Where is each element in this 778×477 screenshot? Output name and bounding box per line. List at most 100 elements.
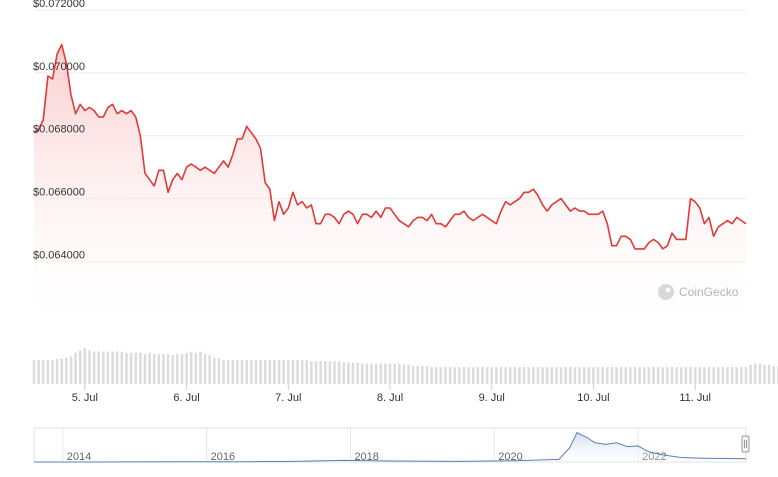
x-tick-label: 9. Jul — [479, 392, 505, 404]
volume-bar — [166, 354, 170, 384]
volume-bar — [629, 367, 632, 384]
volume-bar — [347, 362, 350, 384]
volume-bar — [97, 351, 100, 384]
volume-bar — [287, 360, 290, 384]
volume-bar — [319, 361, 322, 384]
volume-bar — [102, 351, 105, 384]
volume-bar — [726, 367, 729, 384]
volume-bar — [522, 367, 526, 384]
volume-bar — [555, 367, 558, 384]
volume-bar — [92, 351, 96, 384]
volume-bar — [610, 367, 614, 384]
navigator-year-label: 2016 — [211, 451, 235, 463]
y-tick-label: $0.066000 — [33, 187, 85, 199]
navigator-area — [34, 432, 746, 462]
volume-bar — [324, 361, 327, 384]
navigator[interactable]: 20142016201820202022 — [33, 427, 750, 463]
volume-bar — [111, 351, 114, 384]
volume-bar — [277, 360, 281, 384]
y-tick-label: $0.068000 — [33, 124, 85, 136]
volume-bar — [125, 352, 128, 384]
volume-bar — [545, 367, 549, 384]
volume-bar — [60, 358, 64, 384]
navigator-line — [34, 431, 747, 463]
volume-bar — [65, 357, 68, 384]
volume-bar — [407, 364, 410, 384]
volume-bar — [351, 362, 355, 384]
y-tick-label: $0.064000 — [33, 249, 85, 261]
volume-bar — [689, 367, 692, 384]
volume-bar — [448, 367, 452, 384]
volume-bar — [273, 360, 276, 384]
volume-bar — [374, 363, 378, 384]
volume-bar — [356, 362, 359, 384]
volume-bar — [143, 354, 147, 384]
volume-bar — [495, 367, 498, 384]
x-tick-label: 7. Jul — [275, 392, 301, 404]
volume-bar — [643, 367, 646, 384]
volume-bar — [619, 367, 623, 384]
volume-bar — [707, 367, 711, 384]
volume-bar — [365, 363, 369, 384]
volume-bar — [763, 364, 766, 384]
volume-bar — [411, 366, 415, 384]
volume-bar — [698, 367, 702, 384]
volume-bar — [481, 367, 484, 384]
volume-bar — [46, 360, 50, 384]
volume-bar — [425, 366, 429, 384]
volume-bar — [402, 364, 406, 384]
volume-bar — [176, 354, 179, 384]
volume-bar — [83, 348, 87, 384]
volume-bar — [208, 355, 211, 384]
volume-bar — [587, 367, 591, 384]
x-tick-label: 8. Jul — [377, 392, 403, 404]
volume-bar — [152, 354, 156, 384]
volume-bar — [129, 352, 133, 384]
volume-bar — [397, 363, 401, 384]
volume-bar — [148, 352, 151, 384]
volume-bar — [527, 367, 530, 384]
navigator-handle[interactable] — [741, 435, 750, 453]
x-tick-label: 10. Jul — [577, 392, 609, 404]
volume-bar — [240, 360, 244, 384]
volume-bar — [310, 361, 313, 384]
volume-bar — [740, 367, 743, 384]
volume-bar — [282, 360, 285, 384]
volume-bar — [592, 367, 595, 384]
volume-bar — [384, 363, 387, 384]
volume-bar — [328, 361, 332, 384]
volume-bar — [78, 350, 82, 384]
volume-bar — [416, 366, 420, 384]
volume-bar — [606, 367, 609, 384]
volume-bar — [337, 361, 341, 384]
volume-bar — [259, 360, 262, 384]
volume-bar — [51, 360, 54, 384]
volume-bar — [379, 363, 383, 384]
volume-bar — [37, 360, 40, 384]
volume-bar — [730, 367, 734, 384]
volume-bar — [467, 367, 470, 384]
volume-bar — [296, 360, 299, 384]
volume-bar — [647, 367, 651, 384]
volume-bar — [199, 351, 202, 384]
volume-bar — [772, 366, 776, 384]
coingecko-logo-icon — [658, 284, 674, 300]
coingecko-credit: CoinGecko — [658, 284, 739, 300]
volume-bar — [559, 367, 563, 384]
volume-bar — [476, 367, 480, 384]
volume-bar — [74, 352, 77, 384]
volume-bar — [508, 367, 512, 384]
volume-bar — [314, 361, 318, 384]
volume-bar — [250, 360, 253, 384]
volume-bar — [578, 367, 581, 384]
x-tick-label: 5. Jul — [72, 392, 98, 404]
volume-bar — [564, 367, 567, 384]
volume-bar — [758, 363, 762, 384]
volume-bar — [596, 367, 600, 384]
y-tick-label: $0.072000 — [33, 0, 85, 10]
volume-bar — [767, 364, 771, 384]
y-tick-label: $0.070000 — [33, 61, 85, 73]
volume-bar — [139, 352, 142, 384]
